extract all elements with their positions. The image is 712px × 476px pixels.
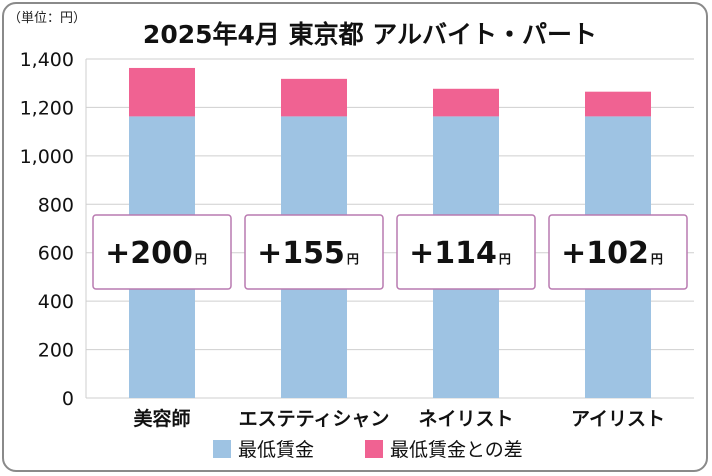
x-category-label: ネイリスト	[418, 408, 513, 430]
difference-box	[244, 214, 384, 290]
difference-unit: 円	[651, 252, 663, 266]
y-axis: 0 200 400 600 800 1,000 1,200 1,400	[20, 49, 74, 410]
difference-unit: 円	[347, 252, 359, 266]
difference-unit: 円	[499, 252, 511, 266]
bar-difference	[129, 67, 195, 117]
difference-value: 102	[586, 236, 649, 271]
difference-labels: +200 円 +155 円 +114 円 +102 円	[92, 214, 688, 290]
legend-swatch	[365, 440, 383, 458]
difference-box	[548, 214, 688, 290]
difference-sign: +	[257, 236, 282, 271]
legend-label: 最低賃金との差	[390, 439, 523, 461]
y-tick-label: 800	[38, 194, 74, 216]
y-tick-label: 200	[38, 340, 74, 362]
bar-difference	[433, 88, 499, 117]
difference-value-label: +102 円	[561, 236, 663, 271]
bar-difference	[585, 91, 651, 117]
y-tick-label: 600	[38, 243, 74, 265]
y-tick-label: 1,200	[20, 97, 74, 119]
x-axis: 美容師 エステティシャン ネイリスト アイリスト	[133, 407, 665, 430]
bar-difference	[281, 78, 347, 117]
difference-unit: 円	[195, 252, 207, 266]
legend-label: 最低賃金	[238, 439, 314, 461]
y-tick-label: 400	[38, 291, 74, 313]
difference-value-label: +200 円	[105, 236, 207, 271]
difference-value-label: +114 円	[409, 236, 511, 271]
legend: 最低賃金 最低賃金との差	[213, 439, 523, 461]
x-category-label: 美容師	[133, 407, 190, 430]
difference-value: 155	[282, 236, 345, 271]
difference-box	[92, 214, 232, 290]
difference-box	[396, 214, 536, 290]
y-tick-label: 1,000	[20, 146, 74, 168]
difference-value: 200	[130, 236, 193, 271]
difference-value: 114	[434, 236, 497, 271]
y-tick-label: 1,400	[20, 49, 74, 71]
difference-sign: +	[105, 236, 130, 271]
y-tick-label: 0	[62, 388, 74, 410]
difference-sign: +	[561, 236, 586, 271]
x-category-label: アイリスト	[571, 408, 665, 430]
legend-swatch	[213, 440, 231, 458]
chart-title: 2025年4月 東京都 アルバイト・パート	[143, 20, 597, 49]
difference-value-label: +155 円	[257, 236, 359, 271]
unit-label: （単位：円）	[8, 10, 86, 26]
difference-sign: +	[409, 236, 434, 271]
x-category-label: エステティシャン	[239, 408, 390, 430]
